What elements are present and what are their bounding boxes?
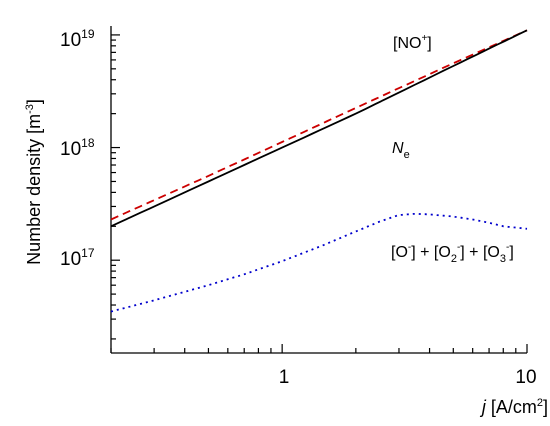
- x-tick-label-10: 10: [515, 367, 536, 388]
- y-ticks: [111, 34, 120, 340]
- annotation-ne: Ne: [392, 140, 410, 161]
- series-line-no_plus: [110, 29, 528, 221]
- series-line-neg_ions: [110, 212, 528, 313]
- y-tick-label-1e19: 1019: [60, 27, 95, 51]
- series-layer: [110, 29, 528, 313]
- annotation-no-plus: [NO+]: [393, 33, 432, 52]
- x-ticks: [110, 344, 528, 353]
- annotation-negative-ions: [O-] + [O2-] + [O3-]: [391, 242, 514, 265]
- series-line-ne: [110, 29, 528, 228]
- y-tick-label-1e17: 1017: [60, 246, 95, 270]
- y-tick-label-1e18: 1018: [60, 136, 95, 160]
- plot-area: [110, 26, 528, 354]
- x-axis-title: j [A/cm2]: [479, 397, 548, 417]
- x-tick-label-1: 1: [279, 367, 290, 388]
- y-axis-title: Number density [m-3]: [24, 99, 44, 265]
